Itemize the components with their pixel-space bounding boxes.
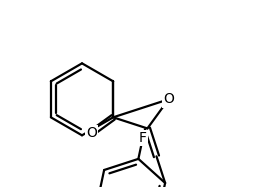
Text: O: O <box>163 92 174 106</box>
Text: F: F <box>139 131 147 145</box>
Text: O: O <box>86 126 97 140</box>
